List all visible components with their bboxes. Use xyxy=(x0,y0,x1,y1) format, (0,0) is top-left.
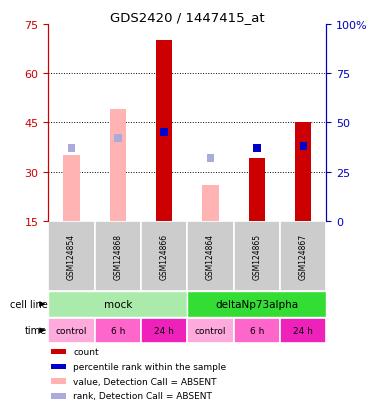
Bar xyxy=(295,123,311,221)
Bar xyxy=(110,110,126,221)
Bar xyxy=(234,318,280,343)
Bar xyxy=(280,318,326,343)
Bar xyxy=(68,145,75,152)
Bar xyxy=(51,349,66,355)
Text: GSM124867: GSM124867 xyxy=(299,233,308,279)
Text: control: control xyxy=(56,326,87,335)
Text: count: count xyxy=(73,347,99,356)
Text: time: time xyxy=(25,325,47,335)
Bar xyxy=(280,221,326,291)
Bar xyxy=(187,292,326,317)
Bar xyxy=(48,221,95,291)
Text: GSM124865: GSM124865 xyxy=(252,233,262,279)
Bar xyxy=(95,221,141,291)
Text: value, Detection Call = ABSENT: value, Detection Call = ABSENT xyxy=(73,377,217,386)
Bar xyxy=(51,379,66,384)
Bar xyxy=(95,318,141,343)
Text: control: control xyxy=(195,326,226,335)
Bar xyxy=(207,154,214,162)
Text: cell line: cell line xyxy=(10,299,47,309)
Text: 24 h: 24 h xyxy=(293,326,313,335)
Text: 6 h: 6 h xyxy=(250,326,264,335)
Text: rank, Detection Call = ABSENT: rank, Detection Call = ABSENT xyxy=(73,392,212,401)
Bar xyxy=(300,143,307,151)
Bar xyxy=(63,156,79,221)
Bar xyxy=(160,129,168,137)
Bar xyxy=(203,185,219,221)
Text: 24 h: 24 h xyxy=(154,326,174,335)
Text: percentile rank within the sample: percentile rank within the sample xyxy=(73,362,226,371)
Bar xyxy=(48,292,187,317)
Bar xyxy=(249,159,265,221)
Bar xyxy=(234,221,280,291)
Bar xyxy=(141,318,187,343)
Bar xyxy=(141,221,187,291)
Text: GSM124868: GSM124868 xyxy=(113,233,122,279)
Text: 6 h: 6 h xyxy=(111,326,125,335)
Bar xyxy=(187,318,234,343)
Bar xyxy=(51,393,66,399)
Bar xyxy=(114,135,122,143)
Text: mock: mock xyxy=(104,299,132,309)
Bar xyxy=(253,145,260,152)
Text: GSM124854: GSM124854 xyxy=(67,233,76,279)
Bar xyxy=(187,221,234,291)
Text: deltaNp73alpha: deltaNp73alpha xyxy=(215,299,299,309)
Bar xyxy=(51,364,66,369)
Title: GDS2420 / 1447415_at: GDS2420 / 1447415_at xyxy=(110,11,265,24)
Text: GSM124864: GSM124864 xyxy=(206,233,215,279)
Text: GSM124866: GSM124866 xyxy=(160,233,169,279)
Bar xyxy=(48,318,95,343)
Bar xyxy=(156,41,172,221)
